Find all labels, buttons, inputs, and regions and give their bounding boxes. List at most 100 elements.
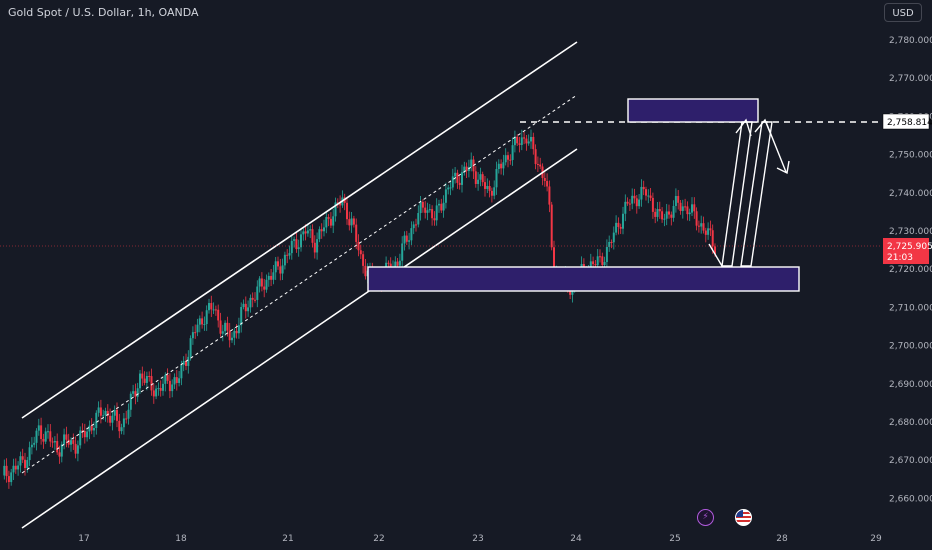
candle-body (214, 309, 217, 311)
candle-body (313, 242, 316, 253)
candle-body (332, 216, 335, 226)
candle-body (550, 204, 553, 248)
candle-body (157, 388, 160, 390)
time-tick-label: 25 (669, 534, 680, 544)
candle-body (247, 307, 250, 312)
candle-body (348, 219, 351, 226)
candle-body (532, 136, 535, 150)
candle-body (111, 415, 114, 423)
candle-body (196, 324, 199, 333)
candle-body (474, 171, 477, 184)
candle-body (201, 318, 204, 325)
candle-body (431, 209, 434, 219)
candle-body (323, 227, 325, 232)
projected-arrow-down[interactable] (765, 121, 787, 173)
candle-body (53, 441, 56, 443)
candle-body (28, 447, 31, 461)
candle-body (175, 377, 178, 383)
candle-body (530, 136, 532, 142)
candle-body (444, 189, 447, 203)
candle-body (405, 235, 408, 242)
candle-body (339, 202, 342, 206)
candle-body (159, 388, 162, 391)
candle-body (543, 177, 546, 181)
current-price-label: 2,725.905 (887, 242, 932, 252)
candle-body (240, 307, 243, 326)
candle-body (334, 202, 337, 217)
demand-zone-box[interactable] (367, 266, 800, 292)
candle-body (424, 207, 427, 213)
candle-body (628, 203, 631, 205)
candle-body (300, 234, 302, 248)
candle-body (419, 201, 422, 214)
price-tick-label: 2,720.000 (889, 265, 932, 275)
time-tick-label: 23 (472, 534, 483, 544)
candle-body (458, 182, 461, 185)
candle-body (518, 143, 521, 145)
candlestick-series (3, 129, 716, 489)
price-axis[interactable]: 2,780.0002,770.0002,760.0002,750.0002,74… (889, 36, 932, 504)
candle-body (672, 205, 675, 218)
candle-body (95, 412, 98, 429)
candle-body (116, 409, 118, 421)
candle-body (456, 172, 459, 183)
candle-body (693, 204, 696, 212)
projected-arrow-up-1[interactable] (721, 121, 753, 267)
candle-body (148, 376, 151, 378)
candle-body (608, 241, 611, 247)
candle-body (90, 425, 93, 431)
candle-body (60, 444, 63, 457)
candle-body (134, 391, 137, 397)
candle-body (65, 434, 68, 440)
time-tick-label: 24 (570, 534, 582, 544)
candle-body (714, 246, 716, 255)
supply-zone-box[interactable] (627, 98, 759, 123)
lightning-icon[interactable]: ⚡ (697, 509, 714, 526)
candle-body (51, 441, 54, 443)
candle-body (601, 256, 604, 266)
candle-body (42, 438, 45, 442)
candle-body (104, 410, 107, 416)
candle-body (288, 253, 291, 256)
candle-body (454, 172, 457, 177)
price-tick-label: 2,680.000 (889, 418, 932, 428)
candle-body (24, 459, 26, 468)
candle-body (352, 218, 355, 225)
candle-body (311, 229, 314, 243)
candle-body (401, 243, 404, 261)
channel-lower-line[interactable] (21, 148, 578, 529)
candle-body (536, 163, 539, 165)
current-price-tag (883, 238, 929, 264)
candle-body (141, 373, 144, 379)
us-flag-icon[interactable] (735, 509, 752, 526)
channel-upper-line[interactable] (21, 41, 578, 419)
candle-body (642, 186, 645, 190)
projected-arrow-up-2[interactable] (740, 121, 773, 267)
candle-body (122, 418, 125, 428)
time-axis[interactable]: 17 18 21 22 23 24 25 28 29 (78, 534, 882, 544)
candle-body (553, 247, 555, 279)
time-tick-label: 29 (870, 534, 882, 544)
candle-body (150, 376, 153, 391)
projected-zigzag-path[interactable] (708, 243, 723, 267)
candle-body (7, 476, 10, 483)
candle-body (120, 427, 123, 432)
candle-body (327, 217, 330, 219)
candle-body (21, 456, 24, 460)
flag-stripes (736, 510, 751, 522)
candle-body (145, 376, 148, 383)
candle-body (387, 262, 390, 264)
candle-body (180, 364, 183, 379)
candle-body (14, 465, 17, 470)
price-tick-label: 2,770.000 (889, 74, 932, 84)
currency-button[interactable]: USD (884, 3, 922, 22)
channel-mid-line[interactable] (21, 94, 578, 474)
candle-body (93, 428, 95, 431)
candle-body (605, 246, 608, 263)
candle-body (486, 186, 489, 189)
candle-body (274, 261, 277, 273)
candle-body (615, 222, 618, 233)
candle-body (428, 209, 431, 211)
candle-body (421, 201, 424, 208)
